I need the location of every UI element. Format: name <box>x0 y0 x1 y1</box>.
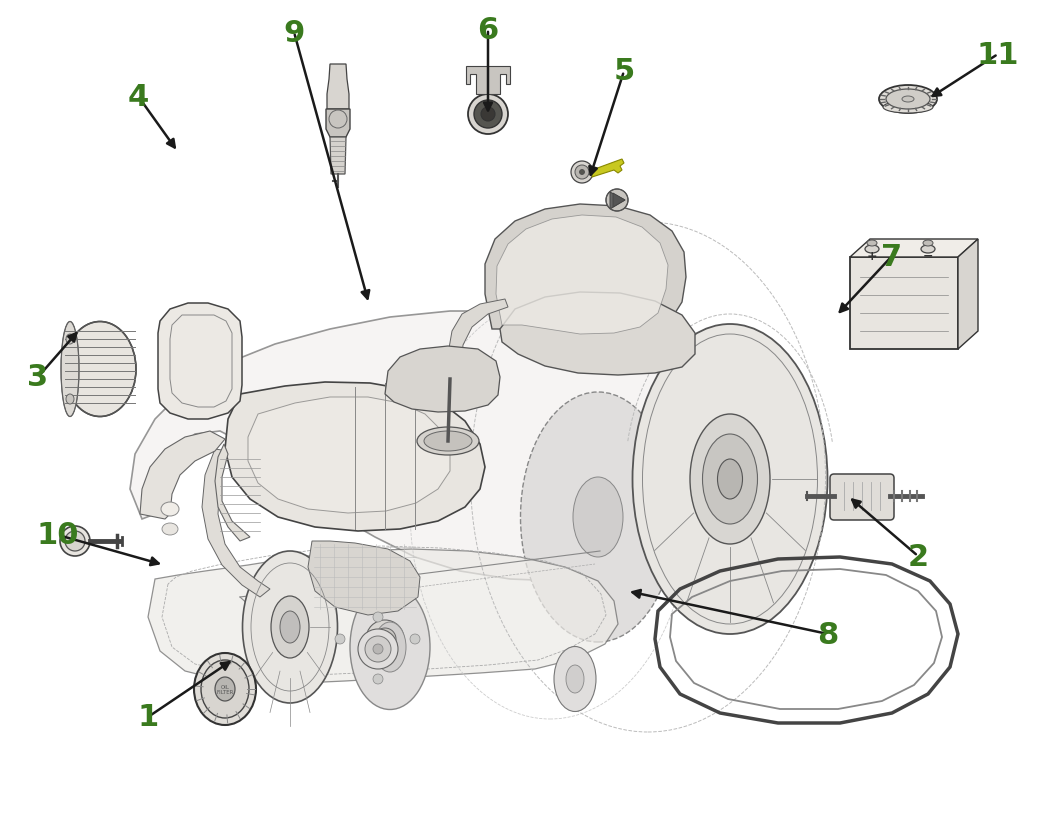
Ellipse shape <box>573 477 623 557</box>
Ellipse shape <box>271 596 309 658</box>
Text: −: − <box>922 249 933 262</box>
Text: 8: 8 <box>818 619 839 648</box>
Ellipse shape <box>879 86 937 114</box>
Polygon shape <box>215 444 250 542</box>
Ellipse shape <box>60 526 90 557</box>
Ellipse shape <box>579 170 585 175</box>
Ellipse shape <box>243 552 338 703</box>
Text: 1: 1 <box>138 703 159 732</box>
Polygon shape <box>158 304 243 419</box>
Ellipse shape <box>867 241 877 246</box>
Ellipse shape <box>575 165 589 179</box>
Ellipse shape <box>702 434 757 524</box>
Ellipse shape <box>923 241 933 246</box>
Polygon shape <box>248 398 450 514</box>
Ellipse shape <box>215 677 235 701</box>
Ellipse shape <box>566 665 584 693</box>
Ellipse shape <box>365 636 391 662</box>
Ellipse shape <box>61 322 79 417</box>
Ellipse shape <box>554 647 596 712</box>
Text: OIL
FILTER: OIL FILTER <box>216 684 234 695</box>
Polygon shape <box>500 293 695 375</box>
Polygon shape <box>466 67 510 95</box>
Polygon shape <box>326 110 351 138</box>
Ellipse shape <box>468 95 508 135</box>
Ellipse shape <box>373 674 383 684</box>
Polygon shape <box>496 216 668 335</box>
Text: 11: 11 <box>976 41 1019 69</box>
Ellipse shape <box>571 162 593 184</box>
Text: 2: 2 <box>908 542 929 571</box>
Ellipse shape <box>351 585 430 710</box>
Polygon shape <box>448 299 508 381</box>
Text: 3: 3 <box>28 363 49 392</box>
Polygon shape <box>140 432 225 519</box>
Polygon shape <box>330 138 346 174</box>
Ellipse shape <box>366 620 403 658</box>
Ellipse shape <box>424 432 472 452</box>
Ellipse shape <box>921 246 935 254</box>
Ellipse shape <box>161 502 179 516</box>
Ellipse shape <box>358 629 398 669</box>
Ellipse shape <box>886 90 930 110</box>
Ellipse shape <box>632 325 827 634</box>
Ellipse shape <box>374 622 406 672</box>
Ellipse shape <box>417 428 479 456</box>
Ellipse shape <box>690 414 770 544</box>
Ellipse shape <box>902 97 914 103</box>
Polygon shape <box>130 312 730 581</box>
Ellipse shape <box>474 101 502 129</box>
Ellipse shape <box>718 460 742 500</box>
Polygon shape <box>225 383 485 532</box>
Ellipse shape <box>280 611 300 643</box>
Text: 10: 10 <box>37 521 79 550</box>
Ellipse shape <box>606 189 628 212</box>
Text: +: + <box>866 249 877 262</box>
Polygon shape <box>327 65 349 110</box>
FancyBboxPatch shape <box>830 475 894 520</box>
Ellipse shape <box>883 102 933 114</box>
Ellipse shape <box>481 108 495 122</box>
Ellipse shape <box>194 653 256 725</box>
Text: 6: 6 <box>478 16 499 45</box>
Ellipse shape <box>865 246 879 254</box>
Polygon shape <box>613 194 625 208</box>
Ellipse shape <box>521 393 676 643</box>
Ellipse shape <box>410 634 420 644</box>
Text: 4: 4 <box>127 83 148 112</box>
Ellipse shape <box>373 644 383 654</box>
Ellipse shape <box>66 335 74 345</box>
Ellipse shape <box>335 634 345 644</box>
Text: 9: 9 <box>284 18 305 47</box>
Ellipse shape <box>64 322 136 417</box>
Ellipse shape <box>373 612 383 622</box>
Ellipse shape <box>65 532 85 552</box>
Ellipse shape <box>162 523 178 535</box>
Polygon shape <box>610 193 625 210</box>
Ellipse shape <box>374 629 396 650</box>
Ellipse shape <box>201 660 249 718</box>
Text: 5: 5 <box>613 57 634 86</box>
Polygon shape <box>202 449 270 597</box>
Polygon shape <box>592 160 624 178</box>
Bar <box>850 258 958 350</box>
Polygon shape <box>385 347 500 413</box>
Text: 7: 7 <box>881 242 902 271</box>
Polygon shape <box>958 240 979 350</box>
Ellipse shape <box>66 394 74 404</box>
Polygon shape <box>850 240 979 258</box>
Polygon shape <box>308 542 420 615</box>
Polygon shape <box>148 549 618 684</box>
Polygon shape <box>485 205 686 340</box>
